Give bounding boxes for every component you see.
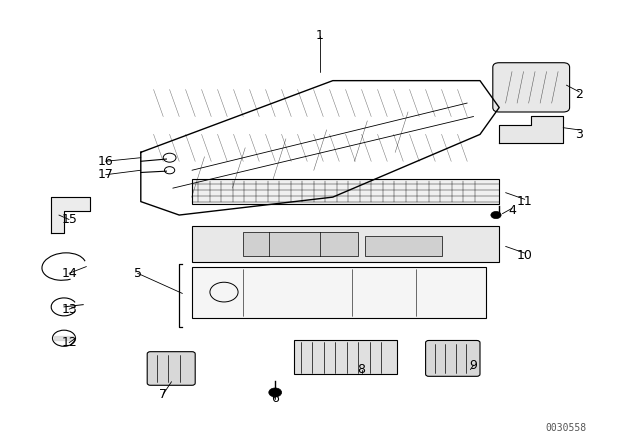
Bar <box>192 226 499 262</box>
Text: 12: 12 <box>61 336 77 349</box>
Circle shape <box>491 211 501 219</box>
Text: 10: 10 <box>517 249 532 262</box>
Text: 9: 9 <box>470 358 477 372</box>
Text: 8: 8 <box>358 363 365 376</box>
Text: 3: 3 <box>575 128 583 141</box>
Polygon shape <box>51 197 90 233</box>
Text: 13: 13 <box>61 302 77 316</box>
Text: 16: 16 <box>98 155 113 168</box>
Text: 5: 5 <box>134 267 141 280</box>
FancyBboxPatch shape <box>493 63 570 112</box>
Text: 14: 14 <box>61 267 77 280</box>
Polygon shape <box>54 336 74 340</box>
Polygon shape <box>499 116 563 143</box>
Bar <box>192 267 486 318</box>
Text: 4: 4 <box>508 204 516 217</box>
Text: 11: 11 <box>517 195 532 208</box>
FancyBboxPatch shape <box>147 352 195 385</box>
FancyBboxPatch shape <box>426 340 480 376</box>
Text: 0030558: 0030558 <box>546 423 587 433</box>
Text: 1: 1 <box>316 29 324 43</box>
Text: 6: 6 <box>271 392 279 405</box>
Bar <box>365 236 442 256</box>
Bar <box>294 340 397 374</box>
Text: 7: 7 <box>159 388 167 401</box>
Bar <box>192 179 499 204</box>
Text: 15: 15 <box>61 213 77 226</box>
Circle shape <box>269 388 282 397</box>
Text: 2: 2 <box>575 87 583 101</box>
Bar <box>243 232 358 256</box>
Text: 17: 17 <box>98 168 113 181</box>
